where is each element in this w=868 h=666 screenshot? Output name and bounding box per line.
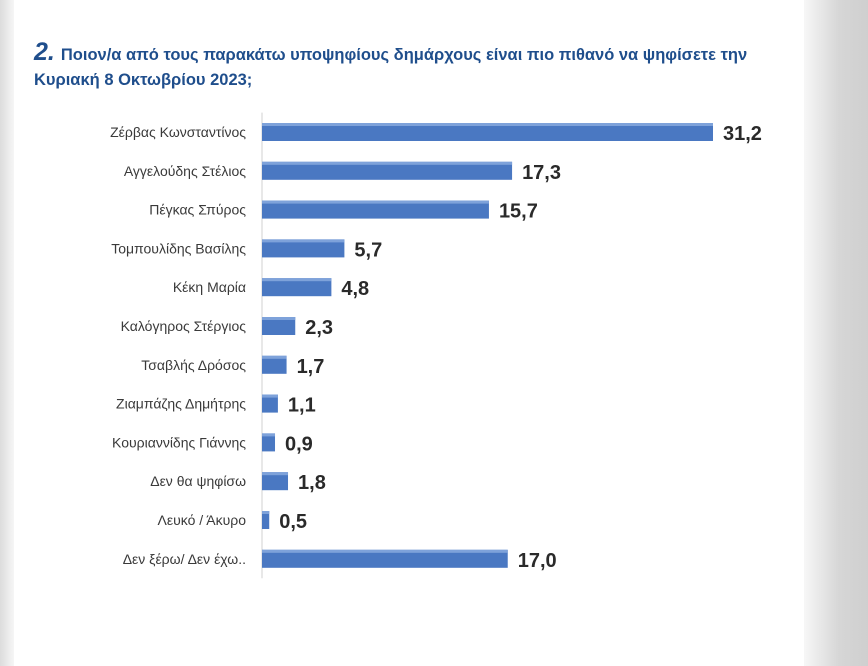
value-label: 4,8	[341, 278, 369, 300]
value-label: 2,3	[305, 317, 333, 339]
bar	[262, 549, 508, 568]
bar	[262, 511, 270, 529]
question-title: 2. Ποιον/α από τους παρακάτω υποψηφίους δ…	[34, 40, 794, 93]
bar	[262, 433, 276, 452]
bar-highlight	[262, 355, 287, 359]
bar-highlight	[262, 394, 278, 398]
category-label: Αγγελούδης Στέλιος	[124, 163, 246, 179]
category-label: Δεν θα ψηφίσω	[150, 473, 246, 489]
left-shadow	[0, 0, 14, 666]
category-label: Κουριαννίδης Γιάννης	[112, 434, 246, 450]
bar	[262, 355, 287, 374]
category-label: Ζέρβας Κωνσταντίνος	[110, 124, 246, 140]
value-label: 0,5	[279, 511, 307, 533]
bar-highlight	[262, 200, 489, 204]
bar	[262, 161, 513, 180]
bar-highlight	[262, 123, 713, 126]
value-label: 31,2	[723, 123, 762, 145]
category-label: Λευκό / Άκυρο	[157, 512, 246, 528]
category-label: Ζιαμπάζης Δημήτρης	[116, 396, 246, 412]
bar	[262, 200, 489, 219]
right-shadow	[804, 0, 868, 666]
value-label: 5,7	[354, 239, 382, 261]
bar	[262, 239, 345, 258]
value-label: 15,7	[499, 201, 538, 223]
question-text: Ποιον/α από τους παρακάτω υποψηφίους δημ…	[34, 46, 748, 89]
value-label: 1,1	[288, 395, 316, 417]
bar-highlight	[262, 511, 270, 514]
category-label: Πέγκας Σπύρος	[149, 202, 246, 218]
category-label: Δεν ξέρω/ Δεν έχω..	[123, 551, 246, 567]
bar	[262, 123, 713, 141]
bar	[262, 472, 289, 491]
category-label: Τσαβλής Δρόσος	[141, 357, 246, 373]
value-label: 1,8	[298, 472, 326, 494]
bar-highlight	[262, 549, 508, 553]
bar-highlight	[262, 239, 345, 243]
value-label: 17,3	[522, 162, 561, 184]
bar	[262, 278, 332, 297]
bar-highlight	[262, 472, 289, 476]
value-label: 0,9	[285, 433, 313, 455]
bar	[262, 317, 296, 335]
value-label: 1,7	[297, 356, 325, 378]
question-number: 2.	[34, 38, 55, 66]
category-label: Καλόγηρος Στέργιος	[121, 318, 247, 334]
value-label: 17,0	[518, 550, 557, 572]
category-label: Κέκη Μαρία	[173, 279, 246, 295]
bar-highlight	[262, 161, 513, 165]
bar	[262, 394, 278, 413]
bar-highlight	[262, 317, 296, 320]
bar-highlight	[262, 433, 276, 437]
bar-highlight	[262, 278, 332, 282]
category-label: Τομπουλίδης Βασίλης	[111, 240, 246, 256]
